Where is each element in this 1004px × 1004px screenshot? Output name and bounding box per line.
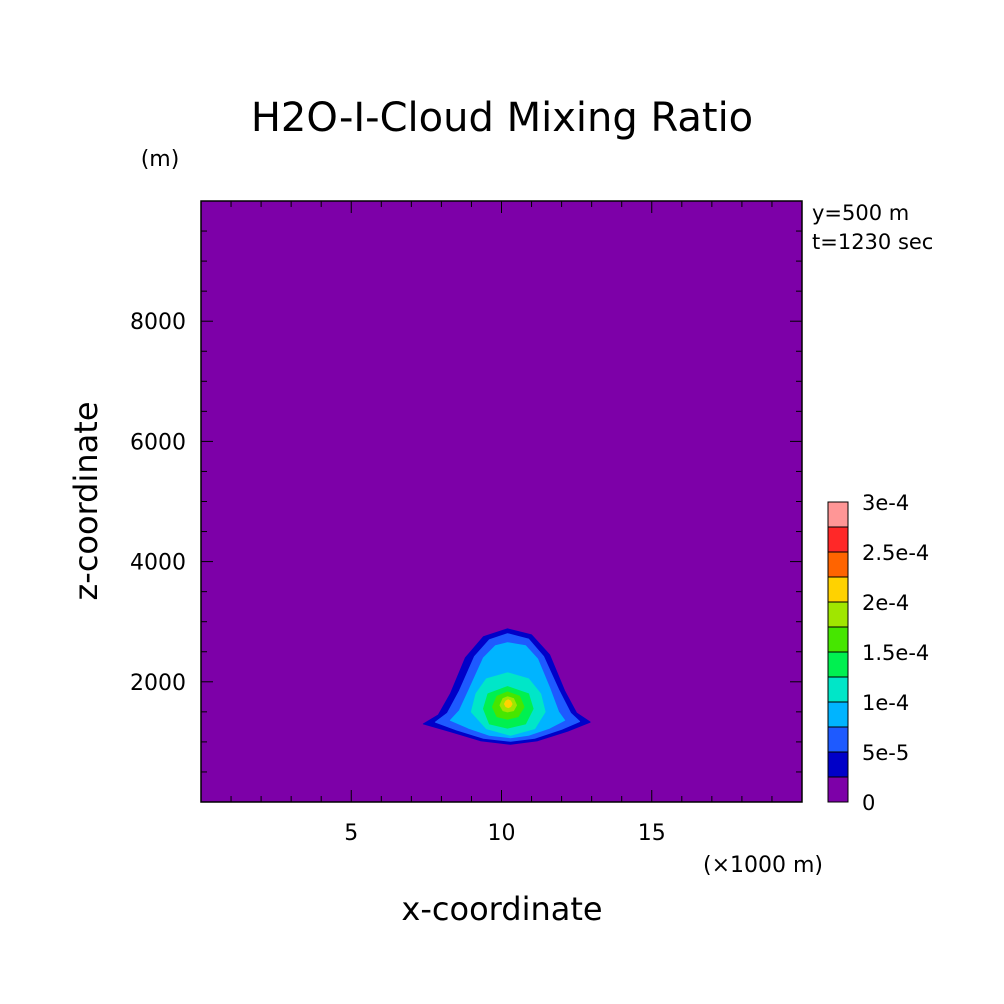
y-unit-label: (m) bbox=[141, 147, 180, 172]
contour-level-8 bbox=[504, 699, 513, 709]
y-tick-label: 6000 bbox=[130, 430, 186, 455]
colorbar-swatch bbox=[827, 751, 849, 778]
colorbar-swatch bbox=[827, 601, 849, 628]
colorbar-swatch bbox=[827, 701, 849, 728]
x-unit-label: (×1000 m) bbox=[703, 853, 823, 878]
colorbar-swatch bbox=[827, 501, 849, 528]
colorbar-label: 1.5e-4 bbox=[862, 641, 929, 665]
x-axis-label: x-coordinate bbox=[401, 890, 602, 928]
colorbar-swatch bbox=[827, 526, 849, 553]
contour-fills bbox=[422, 628, 591, 745]
y-axis-label: z-coordinate bbox=[67, 401, 105, 600]
colorbar-swatch bbox=[827, 726, 849, 753]
y-axis-ticks: 2000 4000 6000 8000 bbox=[130, 230, 802, 773]
x-tick-label: 15 bbox=[638, 821, 666, 846]
info-line-y: y=500 m bbox=[812, 201, 909, 225]
colorbar-swatch bbox=[827, 676, 849, 703]
x-tick-label: 10 bbox=[488, 821, 516, 846]
colorbar-swatch bbox=[827, 626, 849, 653]
colorbar-swatch bbox=[827, 551, 849, 578]
chart-title: H2O-I-Cloud Mixing Ratio bbox=[251, 95, 753, 141]
y-tick-label: 2000 bbox=[130, 671, 186, 696]
colorbar-label: 3e-4 bbox=[862, 491, 909, 515]
colorbar-label: 2e-4 bbox=[862, 591, 909, 615]
y-tick-label: 8000 bbox=[130, 310, 186, 335]
colorbar-label: 5e-5 bbox=[862, 741, 909, 765]
colorbar-label: 2.5e-4 bbox=[862, 541, 929, 565]
colorbar-label: 1e-4 bbox=[862, 691, 909, 715]
x-tick-label: 5 bbox=[344, 821, 358, 846]
colorbar-swatch bbox=[827, 576, 849, 603]
y-tick-label: 4000 bbox=[130, 551, 186, 576]
colorbar-swatch bbox=[827, 776, 849, 803]
info-line-t: t=1230 sec bbox=[812, 230, 933, 254]
x-axis-ticks: 5 10 15 bbox=[230, 201, 773, 846]
colorbar: 0 5e-5 1e-4 1.5e-4 2e-4 2.5e-4 3e-4 bbox=[827, 491, 929, 815]
colorbar-swatch bbox=[827, 651, 849, 678]
colorbar-label: 0 bbox=[862, 791, 875, 815]
